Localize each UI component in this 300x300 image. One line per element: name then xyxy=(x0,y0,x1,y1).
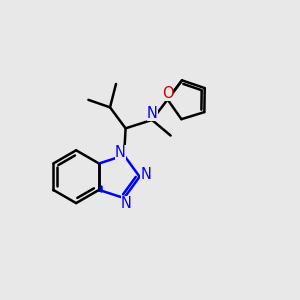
Text: O: O xyxy=(162,86,173,101)
Text: N: N xyxy=(115,146,126,160)
Text: N: N xyxy=(140,167,151,182)
Text: N: N xyxy=(121,196,132,211)
Text: N: N xyxy=(147,106,158,122)
